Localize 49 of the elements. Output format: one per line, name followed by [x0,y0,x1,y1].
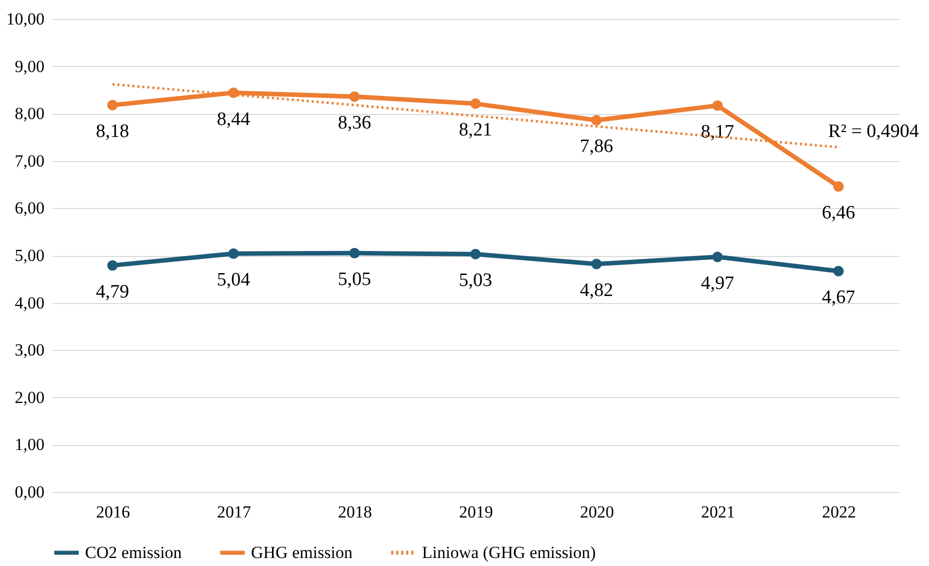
x-tick-label: 2018 [338,502,372,522]
legend-label: GHG emission [251,542,354,562]
y-tick-label: 0,00 [14,482,44,502]
point [591,258,602,270]
data-label: 4,79 [96,281,130,302]
data-label: 4,67 [822,287,856,308]
y-tick-label: 10,00 [6,10,44,28]
y-tick-label: 9,00 [14,56,44,76]
data-label: 4,97 [700,272,734,294]
y-tick-label: 4,00 [14,293,44,312]
x-tick-label: 2022 [822,502,856,522]
x-tick-label: 2016 [96,502,130,522]
y-tick-label: 6,00 [14,198,44,218]
point [107,100,118,110]
point [349,248,360,258]
point [833,181,844,192]
point [349,91,360,102]
point [107,260,118,271]
data-label: 8,17 [700,122,734,143]
y-tick-label: 2,00 [14,388,44,407]
data-label: 8,44 [216,108,251,130]
y-tick-label: 7,00 [14,151,44,170]
x-tick-label: 2017 [217,502,252,522]
data-label: 7,86 [580,136,614,158]
data-label: 5,04 [216,270,251,291]
legend-label: CO2 emission [85,542,182,562]
x-tick-label: 2021 [701,502,735,522]
x-tick-label: 2020 [580,502,614,522]
point [591,114,602,126]
annotation: R² = 0,4904 [828,121,920,142]
x-tick-label: 2019 [459,502,493,522]
data-label: 8,18 [96,121,130,142]
y-tick-label: 8,00 [14,104,44,124]
data-label: 8,21 [458,120,492,141]
point [712,100,723,111]
y-tick-label: 1,00 [14,435,44,454]
data-label: 5,05 [338,269,372,290]
data-label: 8,36 [338,112,372,134]
point [228,248,239,259]
point [470,98,481,109]
y-tick-label: 5,00 [14,246,44,265]
data-label: 5,03 [458,270,492,292]
point [470,248,481,260]
data-label: 4,82 [580,280,614,302]
y-tick-label: 3,00 [14,340,44,360]
legend-label: Liniowa (GHG emission) [422,542,596,562]
point [712,252,723,262]
data-label: 6,46 [822,202,856,224]
point [833,266,844,276]
